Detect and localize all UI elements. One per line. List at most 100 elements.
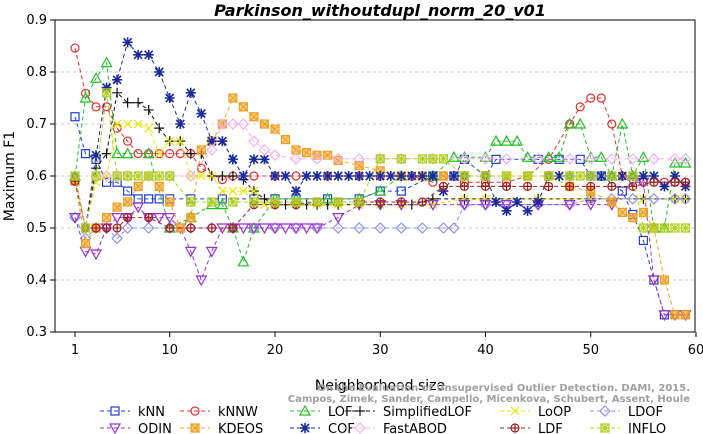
data-point	[574, 117, 587, 129]
data-point	[133, 171, 143, 181]
data-point	[532, 152, 544, 165]
data-point	[101, 213, 112, 223]
data-point	[195, 275, 208, 287]
data-point	[238, 102, 249, 112]
data-point	[510, 423, 520, 433]
data-point	[300, 223, 313, 235]
data-point	[70, 112, 80, 122]
data-point	[227, 171, 238, 181]
data-point	[605, 152, 618, 165]
data-point	[353, 152, 366, 165]
data-point	[375, 197, 385, 207]
data-point	[300, 423, 310, 433]
data-point	[111, 232, 123, 245]
data-point	[133, 119, 143, 129]
data-point	[647, 275, 660, 287]
data-point	[417, 154, 427, 164]
data-point	[154, 149, 164, 159]
data-point	[332, 152, 344, 165]
data-point	[112, 87, 123, 98]
data-point	[111, 170, 123, 182]
data-point	[648, 193, 660, 205]
data-point	[480, 171, 491, 181]
data-point	[617, 171, 628, 181]
data-point	[143, 49, 154, 60]
data-point	[163, 170, 176, 182]
data-point	[501, 171, 512, 181]
data-point	[175, 136, 185, 146]
data-point	[427, 193, 438, 204]
data-point	[216, 118, 229, 130]
data-point	[491, 154, 501, 164]
data-point	[426, 200, 439, 211]
legend-label: COF	[328, 422, 355, 434]
data-point	[458, 200, 471, 211]
x-tick-label: 30	[372, 343, 389, 358]
data-point	[565, 171, 575, 181]
data-point	[144, 171, 154, 181]
x-tick-label: 10	[161, 343, 178, 358]
data-point	[207, 223, 217, 233]
legend: kNN kNNW LOF SimplifiedLOF LoOP LDOF ODIN KDEOS…	[100, 404, 666, 434]
data-point	[638, 171, 649, 181]
data-point	[312, 197, 322, 207]
data-point	[185, 148, 196, 159]
data-point	[101, 148, 112, 159]
legend-label: kNNW	[218, 405, 258, 420]
data-point	[110, 406, 120, 416]
data-point	[291, 197, 301, 207]
data-point	[165, 223, 175, 233]
data-point	[186, 223, 196, 233]
data-point	[80, 223, 91, 233]
data-point	[659, 181, 670, 192]
legend-item: kNN	[100, 405, 165, 420]
data-point	[637, 151, 650, 162]
data-point	[216, 198, 229, 210]
data-point	[268, 223, 282, 235]
data-point	[396, 197, 406, 207]
data-point	[669, 193, 681, 205]
data-point	[238, 171, 249, 181]
data-point	[90, 170, 102, 182]
data-point	[298, 404, 312, 416]
data-point	[680, 310, 691, 320]
data-point	[123, 186, 133, 196]
legend-item: SimplifiedLOF	[345, 405, 472, 420]
data-point	[584, 193, 597, 205]
data-point	[596, 171, 607, 181]
data-point	[270, 124, 280, 134]
data-point	[679, 193, 692, 205]
data-point	[165, 136, 175, 146]
data-point	[123, 171, 133, 181]
data-point	[542, 151, 555, 162]
legend-item: kNNW	[180, 405, 258, 420]
data-point	[111, 213, 124, 224]
data-point	[91, 171, 101, 181]
y-tick-label: 0.4	[26, 273, 47, 288]
data-point	[112, 119, 122, 129]
data-point	[154, 181, 164, 191]
data-point	[205, 144, 218, 156]
data-point	[396, 186, 406, 196]
data-point	[206, 136, 217, 147]
data-point	[90, 72, 103, 83]
data-point	[133, 181, 143, 191]
data-point	[628, 171, 638, 181]
data-point	[279, 223, 292, 235]
data-point	[101, 102, 112, 112]
data-point	[364, 171, 375, 181]
data-point	[679, 152, 692, 165]
data-point	[154, 194, 164, 204]
data-point	[322, 171, 333, 181]
data-point	[123, 119, 133, 129]
data-point	[575, 102, 585, 112]
data-point	[416, 222, 429, 234]
data-point	[175, 149, 185, 159]
data-point	[395, 152, 408, 165]
data-point	[196, 108, 207, 119]
data-point	[68, 213, 82, 224]
data-point	[626, 152, 639, 165]
data-point	[354, 171, 365, 181]
data-point	[354, 197, 364, 207]
data-point	[80, 149, 91, 159]
